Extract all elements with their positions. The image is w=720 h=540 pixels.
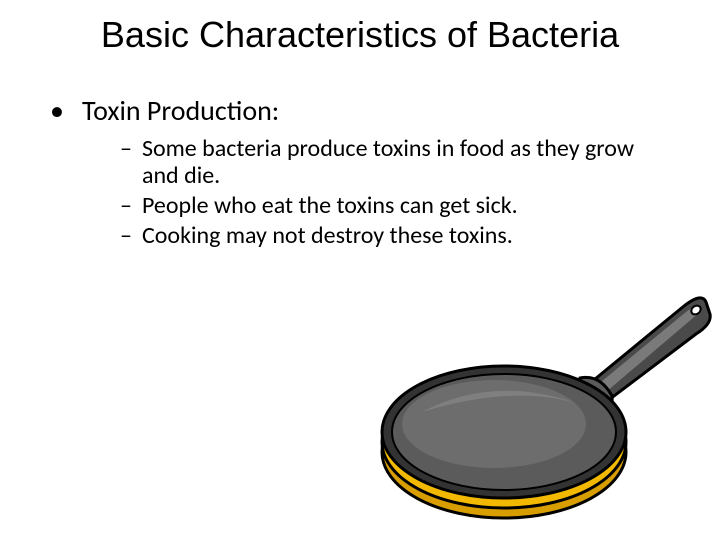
sub-bullet: – People who eat the toxins can get sick… <box>120 192 650 220</box>
frying-pan-illustration <box>374 274 714 534</box>
sub-bullet-text: Cooking may not destroy these toxins. <box>142 222 513 250</box>
frying-pan-icon <box>374 274 714 534</box>
bullet-dot-icon: • <box>50 96 64 127</box>
content-area: • Toxin Production: – Some bacteria prod… <box>0 56 720 249</box>
sub-bullet-list: – Some bacteria produce toxins in food a… <box>50 135 670 249</box>
dash-icon: – <box>120 222 132 250</box>
sub-bullet-text: Some bacteria produce toxins in food as … <box>142 135 650 190</box>
slide-title: Basic Characteristics of Bacteria <box>0 0 720 56</box>
sub-bullet: – Some bacteria produce toxins in food a… <box>120 135 650 190</box>
dash-icon: – <box>120 192 132 220</box>
main-bullet: • Toxin Production: <box>50 96 670 127</box>
main-bullet-text: Toxin Production: <box>82 96 279 127</box>
dash-icon: – <box>120 135 132 163</box>
sub-bullet: – Cooking may not destroy these toxins. <box>120 222 650 250</box>
sub-bullet-text: People who eat the toxins can get sick. <box>142 192 518 220</box>
